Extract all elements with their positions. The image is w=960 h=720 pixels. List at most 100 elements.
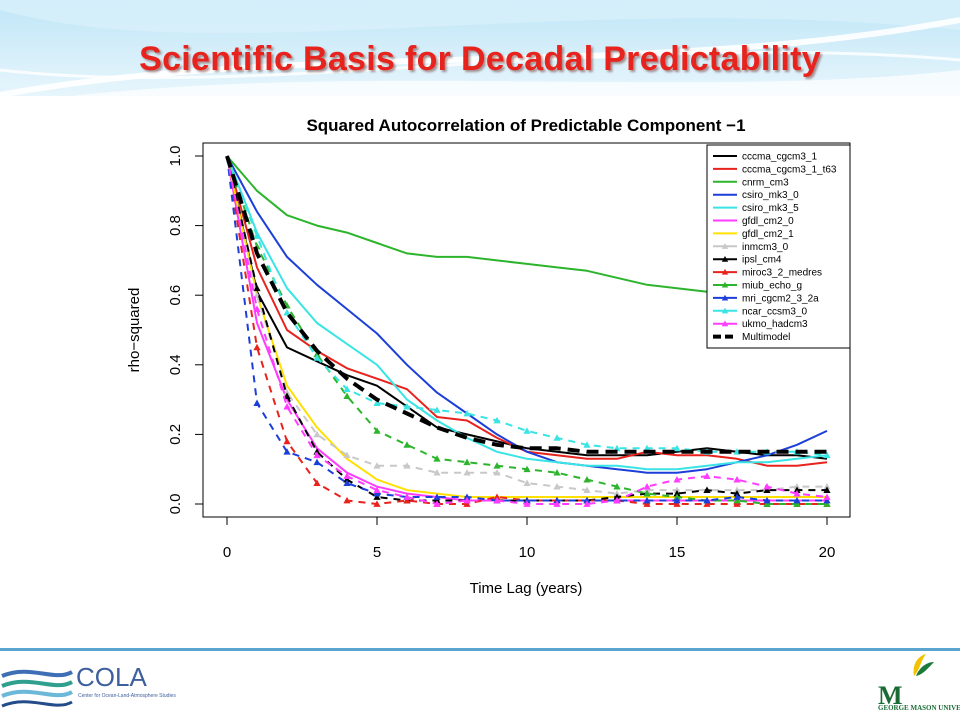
data-point-miub_echo_g <box>553 469 561 476</box>
data-point-miub_echo_g <box>373 427 381 434</box>
data-point-ipsl_cm4 <box>763 486 771 493</box>
data-point-ipsl_cm4 <box>343 476 351 483</box>
data-point-ncar_ccsm3_0 <box>553 434 561 441</box>
legend-label: cnrm_cm3 <box>742 177 789 188</box>
legend-label: ipsl_cm4 <box>742 255 782 266</box>
data-point-miub_echo_g <box>643 489 651 497</box>
data-point-mri_cgcm2_3_2a <box>733 493 741 500</box>
data-point-ncar_ccsm3_0 <box>613 444 621 452</box>
legend-label: ncar_ccsm3_0 <box>742 306 807 317</box>
data-point-mri_cgcm2_3_2a <box>253 399 261 406</box>
data-point-miroc3_2_medres <box>703 500 711 507</box>
legend-label: csiro_mk3_5 <box>742 203 799 214</box>
legend-label: cccma_cgcm3_1 <box>742 152 817 163</box>
y-axis: 0.0 0.2 0.4 0.6 0.8 1.0 <box>167 146 203 514</box>
data-point-ukmo_hadcm3 <box>763 483 771 490</box>
data-point-miroc3_2_medres <box>373 500 381 507</box>
y-tick-label: 0.6 <box>167 285 184 306</box>
data-point-miub_echo_g <box>793 500 801 507</box>
legend-label: csiro_mk3_0 <box>742 190 799 201</box>
cola-name: COLA <box>76 662 147 692</box>
y-tick-label: 1.0 <box>167 146 184 167</box>
legend-marker-ukmo_hadcm3 <box>721 320 729 327</box>
data-point-miub_echo_g <box>673 493 681 500</box>
header-banner <box>0 0 960 100</box>
data-point-inmcm3_0 <box>553 483 561 490</box>
data-point-inmcm3_0 <box>433 469 441 476</box>
data-point-mri_cgcm2_3_2a <box>643 496 651 504</box>
series-line-inmcm3_0 <box>226 155 827 495</box>
data-point-miroc3_2_medres <box>643 500 651 507</box>
chart-title: Squared Autocorrelation of Predictable C… <box>306 116 745 135</box>
series-line-Multimodel <box>225 155 827 454</box>
legend-label: Multimodel <box>742 332 790 343</box>
data-point-inmcm3_0 <box>613 489 621 497</box>
data-point-miub_echo_g <box>403 441 411 448</box>
data-point-ipsl_cm4 <box>253 284 261 292</box>
data-point-miub_echo_g <box>343 392 351 399</box>
data-point-mri_cgcm2_3_2a <box>463 493 471 500</box>
data-point-miroc3_2_medres <box>283 437 291 445</box>
data-point-miub_echo_g <box>313 350 321 358</box>
data-point-ncar_ccsm3_0 <box>823 451 831 459</box>
legend-label: miroc3_2_medres <box>742 268 822 279</box>
data-point-ukmo_hadcm3 <box>703 472 711 480</box>
x-tick-label: 20 <box>819 544 836 561</box>
data-point-mri_cgcm2_3_2a <box>313 458 321 466</box>
x-tick-label: 0 <box>223 544 231 561</box>
data-point-ncar_ccsm3_0 <box>283 309 291 316</box>
data-point-ukmo_hadcm3 <box>253 305 261 312</box>
data-point-ipsl_cm4 <box>793 486 801 493</box>
gmu-name: GEORGE MASON UNIVERSITY <box>878 704 960 712</box>
data-point-miroc3_2_medres <box>403 496 411 504</box>
legend-marker-mri_cgcm2_3_2a <box>721 294 729 301</box>
legend-label: gfdl_cm2_1 <box>742 229 794 240</box>
series-line-mri_cgcm2_3_2a <box>226 155 827 502</box>
legend-marker-miub_echo_g <box>721 281 729 288</box>
footer-divider <box>0 648 960 651</box>
data-point-inmcm3_0 <box>463 469 471 476</box>
legend-label: inmcm3_0 <box>742 242 789 253</box>
y-tick-label: 0.8 <box>167 215 184 236</box>
data-point-ukmo_hadcm3 <box>793 489 801 497</box>
data-point-miub_echo_g <box>433 455 441 462</box>
data-point-mri_cgcm2_3_2a <box>793 496 801 504</box>
data-point-inmcm3_0 <box>643 486 651 493</box>
data-point-ncar_ccsm3_0 <box>313 354 321 361</box>
data-point-inmcm3_0 <box>313 430 321 438</box>
data-point-miroc3_2_medres <box>313 479 321 486</box>
data-point-miroc3_2_medres <box>493 493 501 500</box>
data-point-ipsl_cm4 <box>673 489 681 497</box>
gmu-wordmark: M <box>878 681 903 710</box>
legend-marker-ncar_ccsm3_0 <box>721 307 729 314</box>
data-point-mri_cgcm2_3_2a <box>343 479 351 486</box>
data-point-ukmo_hadcm3 <box>823 493 831 500</box>
y-tick-label: 0.4 <box>167 354 184 375</box>
data-point-ipsl_cm4 <box>703 486 711 493</box>
data-point-ipsl_cm4 <box>823 486 831 493</box>
data-point-miroc3_2_medres <box>733 500 741 507</box>
legend-marker-ipsl_cm4 <box>721 256 729 262</box>
data-point-mri_cgcm2_3_2a <box>763 496 771 504</box>
data-point-mri_cgcm2_3_2a <box>583 496 591 504</box>
series-line-csiro_mk3_0 <box>226 155 828 474</box>
data-point-miroc3_2_medres <box>343 496 351 504</box>
data-point-mri_cgcm2_3_2a <box>283 448 291 455</box>
data-point-mri_cgcm2_3_2a <box>553 496 561 504</box>
data-point-inmcm3_0 <box>523 479 531 486</box>
data-point-miub_echo_g <box>823 500 831 507</box>
legend-label: gfdl_cm2_0 <box>742 216 794 227</box>
data-point-miub_echo_g <box>733 496 741 504</box>
data-point-ukmo_hadcm3 <box>613 496 621 504</box>
data-point-mri_cgcm2_3_2a <box>373 489 381 497</box>
data-point-ncar_ccsm3_0 <box>673 444 681 452</box>
data-point-ukmo_hadcm3 <box>673 476 681 483</box>
data-point-miub_echo_g <box>493 462 501 469</box>
data-point-miroc3_2_medres <box>673 500 681 507</box>
legend-label: cccma_cgcm3_1_t63 <box>742 164 837 175</box>
data-point-inmcm3_0 <box>673 486 681 493</box>
data-point-ukmo_hadcm3 <box>463 496 471 504</box>
data-point-ukmo_hadcm3 <box>313 451 321 459</box>
data-point-ukmo_hadcm3 <box>493 496 501 504</box>
data-point-inmcm3_0 <box>493 469 501 476</box>
